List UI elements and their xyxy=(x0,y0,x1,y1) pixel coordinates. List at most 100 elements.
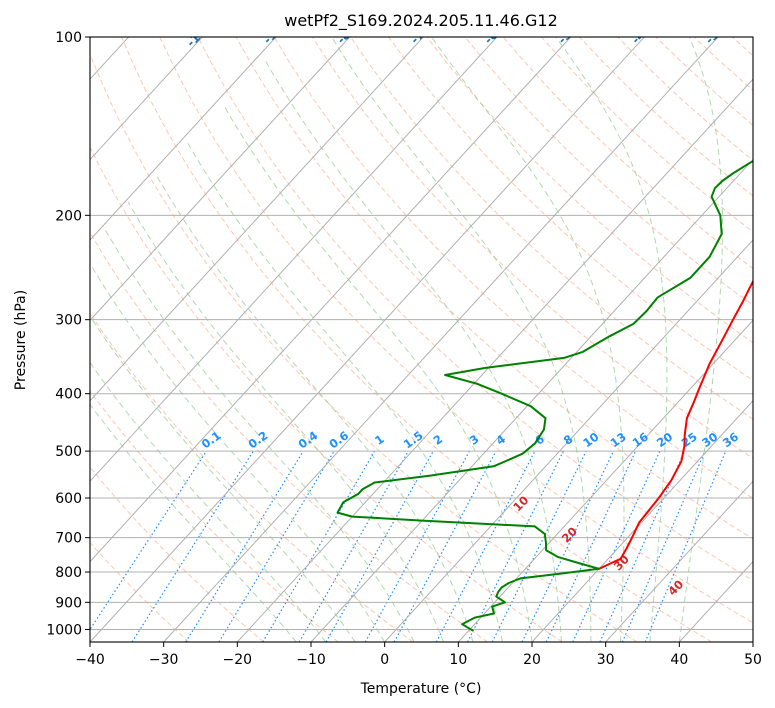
isotherm-gridline xyxy=(457,319,753,642)
x-tick-label: 10 xyxy=(449,652,467,668)
dry-adiabat-line xyxy=(90,466,264,642)
y-tick-label: 600 xyxy=(55,491,82,507)
mixing-ratio-line xyxy=(262,450,376,642)
mixing-ratio-line xyxy=(325,450,434,642)
y-tick-label: 500 xyxy=(55,444,82,460)
y-tick-label: 300 xyxy=(55,313,82,329)
mixing-ratio-label: 20 xyxy=(654,429,675,450)
x-tick-label: −30 xyxy=(149,652,179,668)
y-tick-label: 700 xyxy=(55,531,82,547)
mixing-ratio-label: 30 xyxy=(699,429,720,450)
isotherm-gridline xyxy=(90,37,498,482)
moist-adiabat-line xyxy=(154,173,474,642)
y-tick-label: 900 xyxy=(55,595,82,611)
isotherm-gridline xyxy=(531,400,753,642)
isotherm-gridline xyxy=(605,480,753,642)
isotherm-gridline xyxy=(678,560,753,642)
dry-adiabat-line xyxy=(90,390,339,642)
moist-adiabat-line xyxy=(90,403,297,642)
isotherm-gridline xyxy=(90,37,645,642)
mixing-ratio-label: 10 xyxy=(580,430,601,451)
dry-adiabat-label: -90 xyxy=(261,22,286,47)
isotherm-gridline xyxy=(752,641,753,642)
mixing-ratio-label: 0.1 xyxy=(199,428,224,451)
mixing-ratio-line xyxy=(218,450,335,642)
mixing-ratio-line xyxy=(364,450,470,642)
isotherm-gridline xyxy=(163,37,719,642)
dry-adiabat-label: -100 xyxy=(184,19,215,50)
dry-adiabat-line xyxy=(464,37,753,306)
moist-adiabat-line xyxy=(678,37,724,642)
dry-adiabat-line xyxy=(502,37,753,270)
mixing-ratio-line xyxy=(298,450,409,642)
dry-adiabat-label: -40 xyxy=(629,22,654,47)
dewpoint-profile-line xyxy=(336,159,753,632)
isobar-gridlines xyxy=(90,37,753,630)
mixing-ratio-label: 6 xyxy=(532,432,547,448)
mixing-ratio-label: 1 xyxy=(372,432,387,448)
dry-adiabat-label: -50 xyxy=(555,22,580,47)
isotherm-gridline xyxy=(384,239,753,642)
moist-adiabat-line xyxy=(90,361,327,642)
x-tick-label: 40 xyxy=(670,652,688,668)
mixing-ratio-line xyxy=(466,450,564,642)
dry-adiabat-line xyxy=(388,37,753,382)
mixing-ratio-line xyxy=(599,450,686,642)
moist-adiabat-line xyxy=(555,37,668,642)
dry-adiabat-line xyxy=(311,37,753,459)
mixing-ratio-line xyxy=(90,450,207,631)
moist-adiabat-label: 10 xyxy=(510,493,531,514)
mixing-ratio-label: 13 xyxy=(608,430,629,451)
mixing-ratio-label: 8 xyxy=(561,432,576,448)
y-axis-ticks: 1000 900 800 700 600 500 400 300 200 100 xyxy=(46,30,90,638)
x-tick-label: −40 xyxy=(75,652,105,668)
isotherm-gridline xyxy=(236,78,753,642)
y-tick-label: 100 xyxy=(55,30,82,46)
mixing-ratio-line xyxy=(621,450,706,642)
y-tick-label: 200 xyxy=(55,208,82,224)
moist-adiabat-label: 20 xyxy=(559,524,580,545)
isotherm-gridline xyxy=(90,37,571,563)
x-tick-label: 0 xyxy=(380,652,389,668)
moist-adiabats xyxy=(90,37,724,642)
mixing-ratio-label: 36 xyxy=(720,429,741,450)
mixing-ratio-label: 2 xyxy=(431,432,446,448)
moist-adiabat-line xyxy=(331,37,592,642)
dry-adiabat-label: -60 xyxy=(482,22,507,47)
x-axis-ticks: −40 −30 −20 −10 0 10 20 30 40 50 xyxy=(75,642,762,668)
skewed-isotherms xyxy=(90,37,753,642)
dry-adiabat-line xyxy=(90,312,414,642)
moist-adiabat-line xyxy=(265,61,562,642)
isotherm-gridline xyxy=(90,37,424,402)
mixing-ratio-label: 4 xyxy=(493,432,508,448)
mixing-ratio-label: 16 xyxy=(630,429,651,450)
chart-title: wetPf2_S169.2024.205.11.46.G12 xyxy=(284,11,558,31)
x-tick-label: −10 xyxy=(296,652,326,668)
isotherm-gridline xyxy=(310,158,753,642)
plot-frame xyxy=(89,36,754,643)
mixing-ratio-line xyxy=(491,450,587,642)
sounding-profiles xyxy=(336,159,753,632)
mixing-ratio-label: 0.6 xyxy=(326,428,351,451)
moist-adiabat-line xyxy=(222,104,533,642)
mixing-ratio-line xyxy=(131,450,254,642)
moist-adiabat-line xyxy=(127,201,445,642)
mixing-ratio-label: 1.5 xyxy=(401,428,426,451)
y-axis-label: Pressure (hPa) xyxy=(13,290,29,390)
dry-adiabat-line xyxy=(273,37,753,499)
dry-adiabat-label: -80 xyxy=(334,22,359,47)
mixing-ratio-line xyxy=(572,450,661,642)
mixing-ratio-line xyxy=(545,450,637,642)
dry-adiabat-line xyxy=(655,37,753,126)
mixing-ratio-line xyxy=(521,450,615,642)
moist-adiabat-line xyxy=(431,37,625,642)
moist-adiabat-line xyxy=(90,262,386,642)
dry-adiabat-line xyxy=(770,37,775,642)
temperature-profile-line xyxy=(598,279,753,570)
isotherm-gridline xyxy=(90,37,350,322)
dry-adiabat-label: -30 xyxy=(703,22,728,47)
dry-adiabat-line xyxy=(235,37,753,540)
isotherm-gridline xyxy=(90,37,203,161)
background-line-labels: -100-90-80-70-60-50-40-30-20-1000.10.20.… xyxy=(184,19,741,598)
